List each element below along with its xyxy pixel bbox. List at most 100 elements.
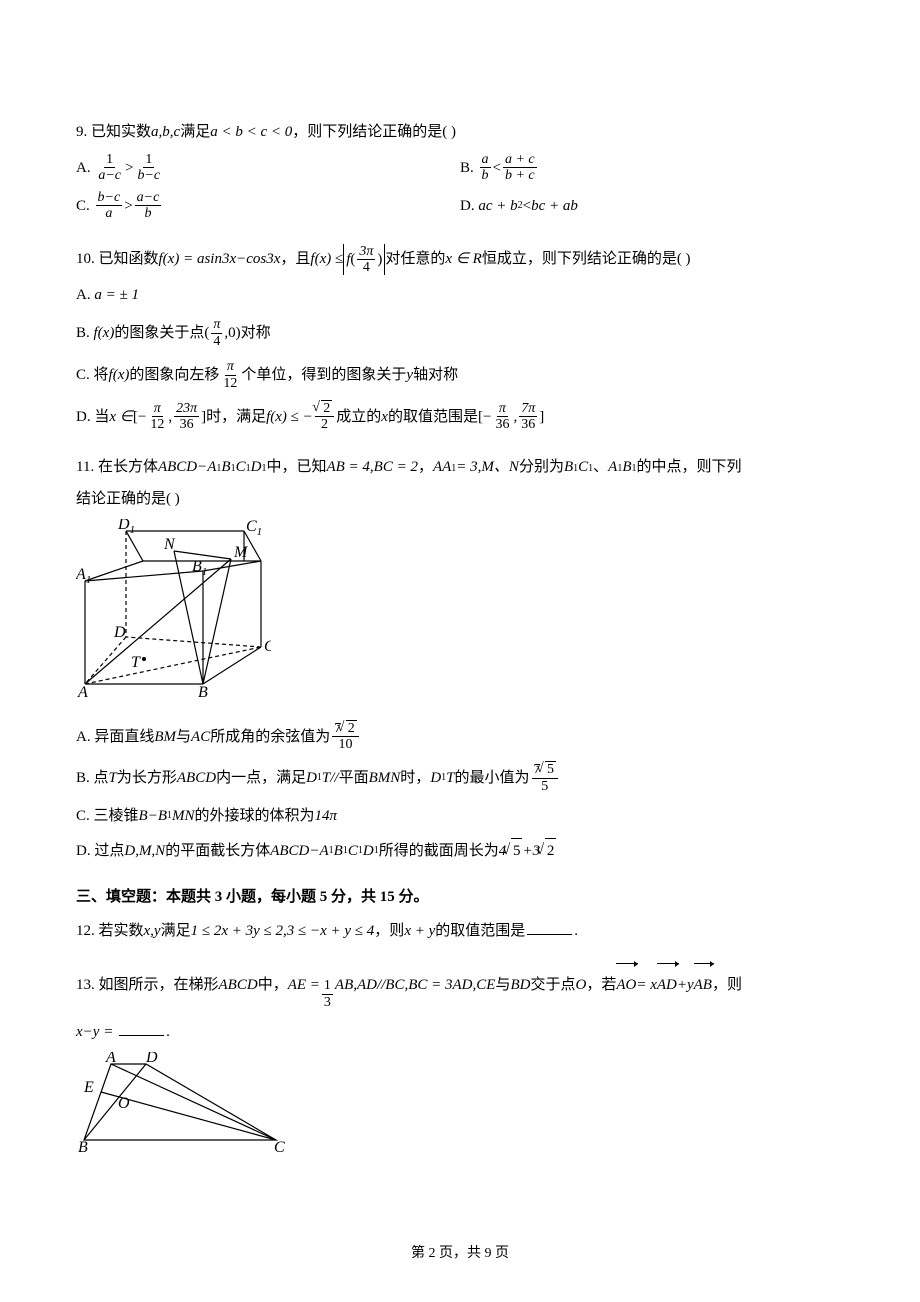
question-10: 10. 已知函数 f(x) = asin3x−cos3x ，且 f(x) ≤ f… bbox=[76, 244, 844, 433]
text: 10. 已知函数 bbox=[76, 247, 159, 271]
fxle: f(x) ≤ bbox=[310, 247, 343, 271]
text: 与 bbox=[495, 967, 510, 1003]
b: B bbox=[564, 455, 573, 479]
label-d: D bbox=[113, 624, 126, 641]
den: b + c bbox=[503, 168, 537, 183]
label-c: C bbox=[274, 1139, 285, 1152]
text: 为长方形 bbox=[117, 766, 177, 790]
text: 12. 若实数 bbox=[76, 919, 144, 943]
text: 时，满足 bbox=[206, 405, 266, 429]
q10-opt-d: D. 当 x ∈ [−π12, 23π36] 时，满足 f(x) ≤ − 22 … bbox=[76, 401, 844, 433]
eq: = 3, bbox=[456, 455, 481, 479]
text: 的中点，则下列 bbox=[637, 455, 742, 479]
t: T bbox=[109, 766, 117, 790]
q13-stem2: x−y = . bbox=[76, 1020, 844, 1044]
text: 恒成立，则下列结论正确的是( ) bbox=[482, 247, 691, 271]
label: D. bbox=[76, 405, 91, 429]
text: ，则 bbox=[712, 967, 742, 1003]
bmn: BMN bbox=[369, 766, 401, 790]
label-c1: C1 bbox=[246, 519, 262, 538]
den: b bbox=[142, 206, 153, 221]
op: < bbox=[523, 194, 531, 218]
text: 结论正确的是( ) bbox=[76, 487, 180, 511]
op: > bbox=[125, 156, 133, 180]
num: π bbox=[211, 317, 222, 333]
text: 9. 已知实数 bbox=[76, 120, 151, 144]
rest: AB,AD//BC,BC = 3AD,CE bbox=[335, 967, 496, 1003]
text: 点 bbox=[94, 766, 109, 790]
q9-opt-d: D. ac + b2 < bc + ab bbox=[460, 190, 844, 222]
q9-row1: A. 1a−c > 1b−c B. ab < a + cb + c bbox=[76, 152, 844, 184]
body: ABCD−A bbox=[158, 455, 216, 479]
q10-stem: 10. 已知函数 f(x) = asin3x−cos3x ，且 f(x) ≤ f… bbox=[76, 244, 844, 276]
label-e: E bbox=[83, 1079, 94, 1096]
x: x ∈ bbox=[109, 405, 132, 429]
fx: f(x) bbox=[94, 321, 115, 345]
text: 11. 在长方体 bbox=[76, 455, 158, 479]
label: C. bbox=[76, 363, 90, 387]
label: A. bbox=[76, 283, 91, 307]
num: b−c bbox=[96, 190, 123, 206]
text: 的外接球的体积为 bbox=[194, 804, 314, 828]
label-n: N bbox=[163, 536, 176, 553]
body: ABCD−A bbox=[270, 839, 328, 863]
fx: f(x) ≤ − bbox=[266, 405, 313, 429]
text: 个单位，得到的图象关于 bbox=[241, 363, 406, 387]
bd: BD bbox=[510, 967, 530, 1003]
q9-opt-c: C. b−ca > a−cb bbox=[76, 190, 460, 222]
vec-ad: AD bbox=[657, 965, 677, 1003]
text: 中，已知 bbox=[266, 455, 326, 479]
label-a: A bbox=[105, 1052, 116, 1066]
abcd: ABCD bbox=[219, 967, 258, 1003]
text: 当 bbox=[94, 405, 109, 429]
op: > bbox=[124, 194, 132, 218]
label: A. bbox=[76, 156, 91, 180]
text: 轴对称 bbox=[413, 363, 458, 387]
xmy: x−y = bbox=[76, 1020, 113, 1044]
text: 的图象关于点 bbox=[114, 321, 204, 345]
text: 异面直线 bbox=[94, 725, 154, 749]
q9-row2: C. b−ca > a−cb D. ac + b2 < bc + ab bbox=[76, 190, 844, 222]
mn: M、N bbox=[481, 455, 519, 479]
dmn: D,M,N bbox=[124, 839, 165, 863]
cuboid-diagram: D1 C1 N M A1 B1 D C T A B bbox=[76, 519, 271, 699]
eq: = x bbox=[636, 967, 657, 1003]
t: T// bbox=[322, 766, 339, 790]
xr: x ∈ R bbox=[445, 247, 481, 271]
text: 的最小值为 bbox=[455, 766, 530, 790]
op: < bbox=[493, 156, 501, 180]
question-12: 12. 若实数 x,y 满足 1 ≤ 2x + 3y ≤ 2,3 ≤ −x + … bbox=[76, 919, 844, 943]
text: 所成角的余弦值为 bbox=[210, 725, 330, 749]
blank bbox=[119, 1021, 164, 1036]
label: D. bbox=[460, 194, 475, 218]
s1: 5 bbox=[511, 838, 523, 863]
num: 23π bbox=[174, 401, 199, 417]
text: 的图象向左移 bbox=[129, 363, 219, 387]
question-13: 13. 如图所示，在梯形 ABCD 中， AE = 13 AB,AD//BC,B… bbox=[76, 965, 844, 1160]
den: 36 bbox=[178, 417, 196, 432]
d: D bbox=[306, 766, 317, 790]
text: 分别为 bbox=[519, 455, 564, 479]
label: C. bbox=[76, 194, 90, 218]
text: 将 bbox=[94, 363, 109, 387]
y: ,0 bbox=[224, 321, 235, 345]
text: 过点 bbox=[94, 839, 124, 863]
den: 12 bbox=[148, 417, 166, 432]
num: 2 bbox=[315, 401, 335, 417]
text: ，且 bbox=[280, 247, 310, 271]
trapezoid-diagram: A D E O B C bbox=[76, 1052, 286, 1152]
fx: f(x) = a bbox=[159, 247, 205, 271]
q13-figure: A D E O B C bbox=[76, 1052, 844, 1160]
text: 与 bbox=[176, 725, 191, 749]
text: 的平面截长方体 bbox=[165, 839, 270, 863]
num: 7 5 bbox=[532, 762, 559, 778]
den: 36 bbox=[519, 417, 537, 432]
num: 1 bbox=[104, 152, 115, 168]
text: 满足 bbox=[180, 120, 210, 144]
text: 的取值范围是 bbox=[388, 405, 478, 429]
num: π bbox=[497, 401, 508, 417]
text: ，则 bbox=[374, 919, 404, 943]
c1: 1 ≤ 2x + 3y ≤ 2,3 ≤ −x + y ≤ 4 bbox=[191, 919, 375, 943]
label: B. bbox=[76, 321, 90, 345]
label: A. bbox=[76, 725, 91, 749]
